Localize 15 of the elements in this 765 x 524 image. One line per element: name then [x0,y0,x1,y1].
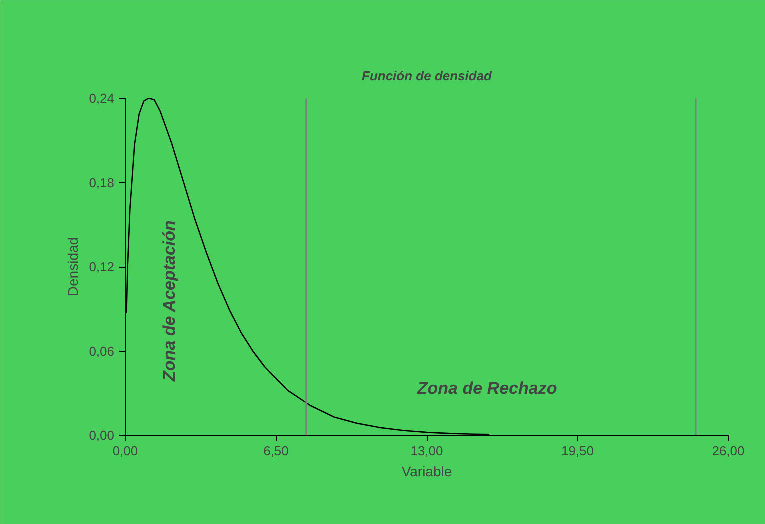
x-tick-label: 6,50 [264,444,289,458]
x-tick-label: 13,00 [410,444,444,458]
chart-title: Función de densidad [362,68,494,84]
y-tick-label: 0,24 [89,91,115,106]
y-tick-label: 0,18 [89,175,115,190]
annotation: Zona de Rechazo [416,378,558,398]
y-tick-label: 0,00 [89,428,115,443]
x-tick-label: 19,50 [561,444,594,458]
x-tick-label: 0,00 [112,444,138,458]
y-tick-label: 0,06 [89,344,115,359]
y-axis-title: Densidad [65,237,82,297]
y-tick-label: 0,12 [89,260,115,274]
annotation: Zona de Aceptación [160,220,180,382]
x-axis-title: Variable [402,464,452,480]
x-tick-label: 26,00 [712,444,745,458]
